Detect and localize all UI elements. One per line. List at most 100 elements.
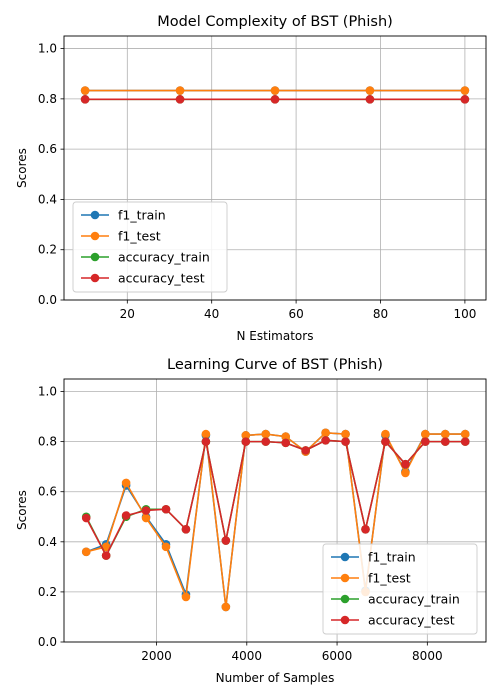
data-point-accuracy_test xyxy=(440,437,450,446)
data-point-f1_test xyxy=(460,86,470,95)
legend-label: f1_train xyxy=(368,550,416,565)
y-tick-label: 0.6 xyxy=(38,485,57,499)
legend: f1_train f1_test accuracy_train accuracy_te… xyxy=(322,543,478,635)
chart-title: Learning Curve of BST (Phish) xyxy=(167,357,383,373)
data-point-f1_test xyxy=(161,542,171,552)
data-point-accuracy_test xyxy=(161,504,171,514)
x-tick-label: 20 xyxy=(120,307,135,321)
x-tick-label: 2000 xyxy=(141,649,172,663)
data-point-accuracy_test xyxy=(381,437,390,446)
data-point-accuracy_test xyxy=(261,437,271,446)
data-point-accuracy_test xyxy=(181,524,191,534)
y-tick-label: 0.0 xyxy=(38,293,57,307)
data-point-f1_test xyxy=(175,86,185,95)
data-point-f1_test xyxy=(81,547,91,557)
data-point-accuracy_test xyxy=(401,459,410,469)
y-tick-label: 0.2 xyxy=(38,243,57,257)
y-tick-label: 0.8 xyxy=(38,435,57,449)
data-point-accuracy_test xyxy=(175,95,185,104)
y-tick-label: 1.0 xyxy=(38,42,57,56)
legend-swatch-marker xyxy=(340,594,350,604)
data-point-f1_test xyxy=(401,468,410,478)
data-point-accuracy_test xyxy=(460,437,470,446)
legend-swatch-marker xyxy=(90,273,100,283)
series-line-accuracy_test xyxy=(85,439,466,558)
legend-box xyxy=(322,543,478,635)
legend-label: f1_test xyxy=(368,571,411,586)
chart-learning-curve: Learning Curve of BST (Phish) Number of … xyxy=(15,357,487,685)
data-point-f1_test xyxy=(365,86,375,95)
data-point-f1_test xyxy=(421,429,430,439)
data-point-accuracy_test xyxy=(121,511,131,520)
x-axis-label: Number of Samples xyxy=(216,671,335,685)
data-point-accuracy_test xyxy=(101,551,111,560)
chart-title: Model Complexity of BST (Phish) xyxy=(157,14,393,30)
legend-label: accuracy_test xyxy=(118,271,205,286)
data-point-f1_test xyxy=(341,429,350,439)
y-tick-label: 1.0 xyxy=(38,385,57,399)
x-tick-label: 8000 xyxy=(412,649,443,663)
data-point-f1_test xyxy=(261,429,271,439)
legend-swatch-marker xyxy=(340,573,350,583)
y-tick-label: 0.0 xyxy=(38,635,57,649)
data-point-f1_test xyxy=(281,432,290,441)
y-tick-label: 0.4 xyxy=(38,535,57,549)
data-point-f1_test xyxy=(321,428,330,438)
y-tick-label: 0.2 xyxy=(38,585,57,599)
data-point-f1_test xyxy=(141,513,151,523)
data-point-accuracy_test xyxy=(321,436,330,445)
data-point-f1_test xyxy=(270,86,280,95)
data-point-accuracy_test xyxy=(281,438,290,448)
chart-model-complexity: Model Complexity of BST (Phish) N Estima… xyxy=(15,14,487,343)
legend-swatch-marker xyxy=(90,210,100,220)
plot-frame xyxy=(63,35,487,301)
x-tick-label: 60 xyxy=(288,307,303,321)
data-point-accuracy_test xyxy=(421,437,430,446)
y-tick-label: 0.6 xyxy=(38,142,57,156)
data-point-f1_test xyxy=(201,429,211,439)
legend-label: accuracy_train xyxy=(368,592,460,607)
x-tick-label: 80 xyxy=(373,307,388,321)
plot-frame xyxy=(63,378,487,643)
data-point-accuracy_test xyxy=(141,506,151,515)
data-point-f1_test xyxy=(440,429,450,439)
data-point-f1_test xyxy=(221,602,231,612)
legend-label: f1_train xyxy=(118,208,166,223)
data-point-f1_test xyxy=(460,429,470,439)
x-tick-label: 4000 xyxy=(232,649,263,663)
x-tick-label: 40 xyxy=(204,307,219,321)
data-point-f1_test xyxy=(101,542,111,552)
data-point-accuracy_test xyxy=(270,95,280,104)
data-point-accuracy_test xyxy=(365,95,375,104)
legend-label: accuracy_test xyxy=(368,613,455,628)
data-point-accuracy_test xyxy=(241,437,251,446)
data-point-accuracy_test xyxy=(341,437,350,446)
series-line-accuracy_train xyxy=(85,439,466,558)
y-axis-label: Scores xyxy=(15,148,29,188)
x-tick-label: 6000 xyxy=(322,649,353,663)
y-tick-label: 0.8 xyxy=(38,92,57,106)
legend-swatch-marker xyxy=(90,231,100,241)
legend-label: f1_test xyxy=(118,229,161,244)
data-point-accuracy_test xyxy=(301,446,310,455)
data-point-f1_test xyxy=(241,431,251,440)
data-point-accuracy_test xyxy=(460,95,470,104)
y-axis-label: Scores xyxy=(15,490,29,530)
data-point-f1_test xyxy=(381,429,390,439)
data-point-accuracy_test xyxy=(201,437,211,446)
y-tick-label: 0.4 xyxy=(38,192,57,206)
data-point-accuracy_test xyxy=(221,536,231,545)
x-axis-label: N Estimators xyxy=(237,329,314,343)
legend-label: accuracy_train xyxy=(118,250,210,265)
x-tick-label: 100 xyxy=(453,307,476,321)
legend-swatch-marker xyxy=(90,252,100,262)
data-point-f1_test xyxy=(80,86,90,95)
data-point-f1_test xyxy=(121,478,131,488)
legend: f1_train f1_test accuracy_train accuracy_te… xyxy=(72,201,228,293)
data-point-accuracy_test xyxy=(361,524,370,534)
legend-swatch-marker xyxy=(340,615,350,625)
data-point-f1_test xyxy=(181,592,191,602)
data-point-accuracy_test xyxy=(80,95,90,104)
legend-box xyxy=(72,201,228,293)
